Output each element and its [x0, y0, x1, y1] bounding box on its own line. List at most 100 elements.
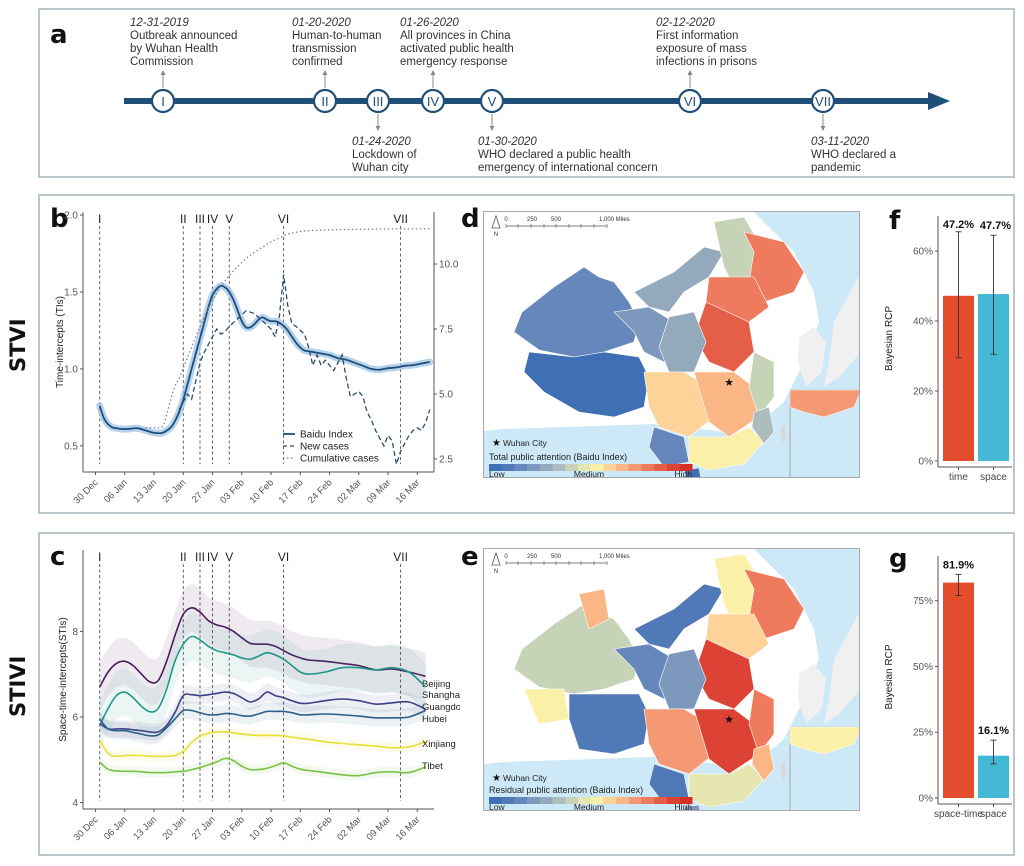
panel-letter-g: g	[889, 544, 908, 574]
legend-entry: New cases	[300, 442, 349, 453]
region-sichuan-chongqing	[643, 371, 715, 438]
event-description-line: WHO declared a	[811, 149, 897, 161]
timeline-numeral: II	[321, 94, 328, 109]
region-sichuan-chongqing	[643, 708, 715, 775]
x-tick-label: 27 Jan	[190, 814, 218, 842]
arrow-down-icon	[820, 126, 826, 131]
y-tick-label: 6	[72, 712, 78, 723]
y-tick-label-right: 5.0	[439, 390, 453, 401]
timeline-event-vii: 03-11-2020 WHO declared a pandemic	[811, 136, 896, 175]
color-ramp-swatch	[489, 464, 502, 471]
series-band-baidu-index	[96, 282, 434, 437]
color-ramp-swatch	[577, 797, 591, 804]
series-line-tibet	[99, 757, 426, 777]
series-line-guangdong	[99, 691, 426, 734]
x-tick-label: 30 Dec	[72, 477, 101, 506]
series-label-beijing: Beijing	[422, 679, 451, 690]
timeline-numeral: III	[373, 94, 384, 109]
color-ramp-swatch	[603, 797, 617, 804]
event-description-line: Wuhan city	[352, 162, 409, 174]
color-ramp-swatch	[679, 464, 693, 471]
chart-f-bayesian-rcp: 0% 20% 40% 60% Bayesian RCP time 47.2% space 47.…	[884, 216, 1012, 483]
region-xinjiang-north	[578, 588, 610, 630]
x-tick-label: 06 Jan	[102, 814, 130, 842]
legend-marker-label: Wuhan City	[503, 773, 548, 783]
region-tibet	[568, 693, 650, 755]
event-description-line: pandemic	[811, 162, 861, 174]
event-line-label: I	[98, 550, 101, 564]
value-label: 47.7%	[980, 220, 1011, 232]
timeline-numeral: V	[488, 94, 497, 109]
x-tick-label: 13 Jan	[131, 477, 159, 505]
panel-letter-a: a	[50, 20, 68, 50]
timeline-event-i: 12-31-2019 Outbreak announced by Wuhan Hea…	[130, 17, 237, 69]
legend-star-icon: ★	[492, 773, 501, 784]
x-tick-label: 10 Feb	[247, 814, 276, 843]
timeline-event-iv: 01-26-2020 All provinces in China activate…	[400, 17, 514, 69]
legend-entry: Cumulative cases	[300, 454, 379, 465]
x-tick-label: space-time	[934, 809, 983, 820]
y-tick-label: 20%	[913, 387, 933, 398]
panel-letter-d: d	[461, 204, 480, 234]
timeline-event-ii: 01-20-2020 Human-to-human transmission conf…	[292, 17, 381, 69]
y-tick-label: 4	[72, 798, 78, 809]
timeline-numeral: IV	[427, 94, 440, 109]
event-description-line: Human-to-human	[292, 30, 382, 42]
event-line-label: V	[225, 212, 233, 226]
x-tick-label: 17 Feb	[277, 477, 306, 506]
event-date: 01-20-2020	[292, 17, 351, 29]
event-line-label: III	[195, 212, 205, 226]
color-ramp-swatch	[616, 797, 629, 804]
y-axis-title: Bayesian RCP	[884, 644, 895, 709]
y-tick-label-right: 2.5	[439, 455, 453, 466]
timeline-arrowhead-icon	[928, 92, 950, 110]
scale-label: 250	[527, 554, 538, 560]
color-ramp-swatch	[514, 464, 528, 471]
x-tick-label: 27 Jan	[190, 477, 218, 505]
event-description-line: emergency of international concern	[478, 162, 658, 174]
y-tick-label: 8	[72, 627, 78, 638]
timeline-marker-iv	[420, 88, 446, 114]
region-jiangsu-zhejiang	[748, 688, 775, 755]
series-line-hubei	[99, 709, 426, 737]
y-axis-title: Time-intercepts (TIs)	[55, 296, 66, 388]
event-line-label: II	[180, 550, 187, 564]
north-label: N	[494, 232, 498, 238]
value-label: 81.9%	[943, 559, 974, 571]
timeline-event-vi: 02-12-2020 First information exposure of m…	[656, 17, 757, 69]
scale-label: 0	[504, 554, 508, 560]
color-ramp-swatch	[527, 464, 541, 471]
color-ramp-swatch	[552, 797, 566, 804]
timeline-event-v: 01-30-2020 WHO declared a public health em…	[478, 136, 658, 175]
event-line-label: VI	[278, 212, 289, 226]
value-label: 47.2%	[943, 219, 974, 231]
y-tick-label: 75%	[913, 596, 933, 607]
panel-letter-e: e	[461, 542, 479, 572]
color-ramp-swatch	[654, 464, 668, 471]
north-label: N	[494, 569, 498, 575]
x-tick-label: space	[980, 809, 1007, 820]
event-description-line: by Wuhan Health	[130, 43, 219, 55]
series-line-shanghai	[98, 635, 427, 726]
wuhan-star-icon: ★	[724, 714, 734, 726]
scale-label: 250	[527, 217, 538, 223]
color-ramp-swatch	[628, 797, 642, 804]
korea-landmass	[798, 327, 826, 387]
legend-title: Residual public attention (Baidu Index)	[489, 785, 643, 795]
x-tick-label: 03 Feb	[218, 477, 247, 506]
event-description-line: activated public health	[400, 43, 514, 55]
event-description-line: infections in prisons	[656, 56, 757, 68]
color-ramp-swatch	[527, 797, 541, 804]
region-jiangsu-zhejiang	[748, 351, 775, 418]
y-tick-label: 2.0	[64, 211, 78, 222]
y-tick-label: 25%	[913, 728, 933, 739]
series-line-beijing	[98, 606, 426, 688]
color-ramp-swatch	[565, 464, 579, 471]
color-ramp-swatch	[590, 797, 604, 804]
scale-label: 1,000 Miles	[599, 554, 630, 560]
japan-landmass	[824, 612, 859, 724]
color-ramp-swatch	[552, 464, 566, 471]
timeline-marker-i	[150, 88, 176, 114]
event-description-line: WHO declared a public health	[478, 149, 631, 161]
